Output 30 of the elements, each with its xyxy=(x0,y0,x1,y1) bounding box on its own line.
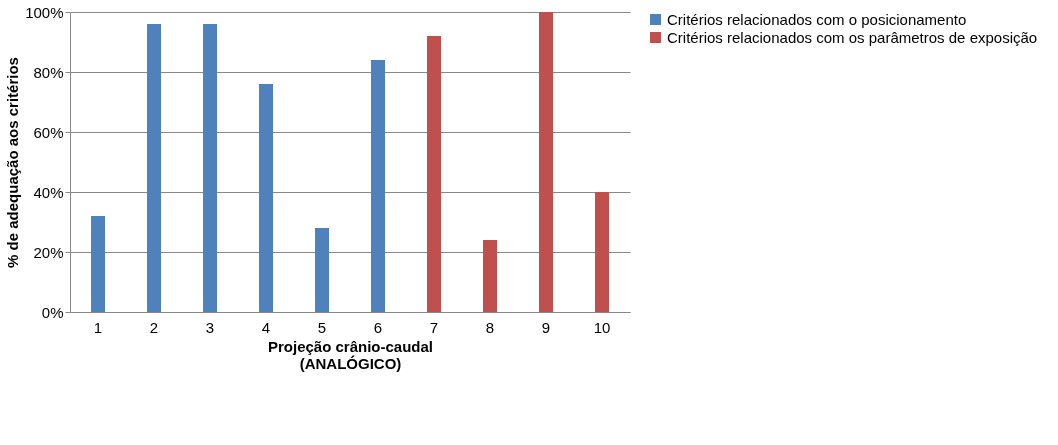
x-tick-label: 3 xyxy=(205,318,215,336)
y-tick-label: 40% xyxy=(33,183,64,201)
x-tick-label: 2 xyxy=(149,318,159,336)
x-tick-label: 1 xyxy=(93,318,103,336)
x-axis-title: Projeção crânio-caudal (ANALÓGICO) xyxy=(267,337,434,372)
bar xyxy=(427,36,441,312)
x-tick-label: 5 xyxy=(317,318,327,336)
x-tick-label: 7 xyxy=(429,318,439,336)
y-tick-label: 100% xyxy=(25,3,64,21)
bar xyxy=(371,60,385,312)
bar xyxy=(483,240,497,312)
x-tick-label: 8 xyxy=(485,318,495,336)
legend-label: Critérios relacionados com o posicionamento xyxy=(667,10,967,28)
x-tick-label: 6 xyxy=(373,318,383,336)
y-tick-label: 0% xyxy=(41,303,64,321)
bar xyxy=(147,24,161,312)
bar xyxy=(203,24,217,312)
y-axis-title: % de adequação aos critérios xyxy=(4,57,22,268)
bar xyxy=(315,228,329,312)
bar xyxy=(259,84,273,312)
legend-label: Critérios relacionados com os parâmetros de exposição xyxy=(667,28,1038,46)
y-tick-label: 20% xyxy=(33,243,64,261)
x-tick-label: 9 xyxy=(541,318,551,336)
bar xyxy=(91,216,105,312)
bar xyxy=(539,12,553,312)
y-tick-label: 60% xyxy=(33,123,64,141)
x-tick-label: 4 xyxy=(261,318,271,336)
y-tick-label: 80% xyxy=(33,63,64,81)
bar xyxy=(595,192,609,312)
x-tick-label: 10 xyxy=(593,318,611,336)
